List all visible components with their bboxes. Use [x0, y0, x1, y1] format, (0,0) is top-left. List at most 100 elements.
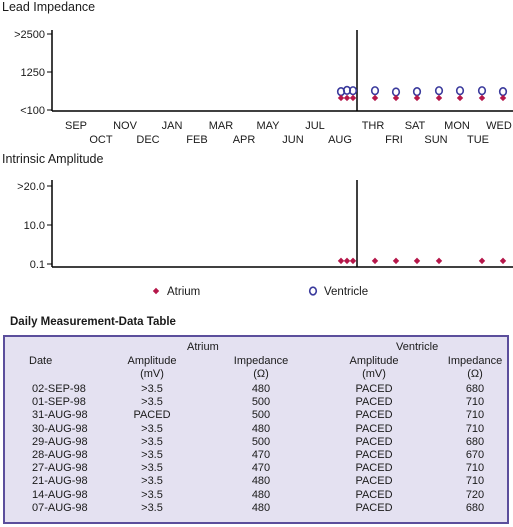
- month-label: SEP: [65, 120, 87, 132]
- atrium-impedance-point: [456, 94, 464, 102]
- table-cell-date: 28-AUG-98: [32, 449, 88, 461]
- table-cell-ventricle-impedance: 710: [465, 462, 485, 475]
- charts-canvas: >2500 1250 <100 SEP NOV JAN MAR MAY JUL OCT DEC FEB…: [14, 29, 513, 298]
- table-cell-ventricle-amplitude: PACED: [355, 488, 393, 501]
- table-cell-atrium-amplitude: >3.5: [141, 396, 163, 409]
- table-cell-atrium-amplitude: PACED: [133, 409, 171, 422]
- amplitude-chart-title: Intrinsic Amplitude: [2, 152, 104, 166]
- table-cell-ventricle-impedance: 720: [465, 488, 485, 501]
- impedance-y-tick-label: 1250: [21, 67, 45, 79]
- table-cell-date: 29-AUG-98: [32, 435, 88, 448]
- table-title: Daily Measurement-Data Table: [10, 316, 176, 328]
- day-label: FRI: [385, 134, 403, 146]
- month-label: MAY: [256, 120, 280, 132]
- table-cell-date: 14-AUG-98: [32, 488, 88, 501]
- table-cell-date: 27-AUG-98: [32, 462, 88, 475]
- month-label: DEC: [136, 134, 159, 146]
- ventricle-impedance-point: [477, 86, 487, 96]
- legend-ventricle-marker: [308, 286, 318, 296]
- table-cell-ventricle-amplitude: PACED: [355, 383, 393, 395]
- table-cell-ventricle-impedance: 710: [465, 396, 485, 409]
- impedance-y-tick-label: >2500: [14, 29, 45, 41]
- table-group-atrium: Atrium: [187, 341, 219, 353]
- table-header-ventricle-impedance-unit: (Ω): [467, 368, 483, 380]
- table-cell-ventricle-impedance: 680: [465, 501, 485, 514]
- table-header-date: Date: [29, 355, 53, 367]
- month-label: JUL: [305, 120, 325, 132]
- atrium-amplitude-point: [349, 257, 357, 265]
- table-cell-atrium-amplitude: >3.5: [141, 435, 163, 448]
- table-header-ventricle-impedance: Impedance: [447, 355, 503, 367]
- table-cell-date: 30-AUG-98: [32, 422, 88, 435]
- table-cell-ventricle-amplitude: PACED: [355, 501, 393, 514]
- month-label: FEB: [186, 134, 207, 146]
- table-cell-ventricle-impedance: 670: [465, 449, 485, 461]
- atrium-impedance-point: [349, 94, 357, 102]
- ventricle-impedance-point: [455, 86, 465, 96]
- table-cell-atrium-amplitude: >3.5: [141, 422, 163, 435]
- atrium-amplitude-point: [343, 257, 351, 265]
- month-label: AUG: [328, 134, 352, 146]
- table-header-atrium-amplitude-unit: (mV): [140, 368, 164, 380]
- day-label: SUN: [424, 134, 447, 146]
- table-cell-ventricle-impedance: 710: [465, 422, 485, 435]
- table-header-atrium-impedance: Impedance: [233, 355, 289, 367]
- atrium-impedance-point: [337, 94, 345, 102]
- table-cell-atrium-impedance: 470: [251, 449, 271, 461]
- table-cell-atrium-impedance: 480: [251, 475, 271, 488]
- ventricle-impedance-point: [434, 86, 444, 96]
- amplitude-y-tick-label: >20.0: [17, 181, 45, 193]
- table-cell-atrium-amplitude: >3.5: [141, 383, 163, 395]
- table-header-atrium-amplitude: Amplitude: [127, 355, 177, 367]
- atrium-impedance-point: [413, 94, 421, 102]
- day-label: WED: [486, 120, 512, 132]
- ventricle-impedance-point: [391, 87, 401, 97]
- month-label: MAR: [209, 120, 234, 132]
- legend-ventricle-label: Ventricle: [324, 286, 368, 298]
- atrium-impedance-point: [392, 94, 400, 102]
- amplitude-y-tick-label: 10.0: [24, 220, 45, 232]
- table-cell-atrium-impedance: 500: [251, 435, 271, 448]
- table-cell-atrium-amplitude: >3.5: [141, 488, 163, 501]
- legend-atrium-label: Atrium: [167, 286, 200, 298]
- atrium-amplitude-point: [499, 257, 507, 265]
- atrium-impedance-point: [371, 94, 379, 102]
- day-label: THR: [362, 120, 385, 132]
- table-cell-ventricle-impedance: 710: [465, 475, 485, 488]
- table-cell-ventricle-amplitude: PACED: [355, 396, 393, 409]
- atrium-impedance-point: [499, 94, 507, 102]
- table-cell-atrium-impedance: 500: [251, 409, 271, 422]
- impedance-y-tick-label: <100: [20, 105, 45, 117]
- ventricle-impedance-point: [370, 86, 380, 96]
- table-cell-atrium-impedance: 480: [251, 383, 271, 395]
- table-cell-date: 21-AUG-98: [32, 475, 88, 488]
- month-label: APR: [233, 134, 256, 146]
- table-cell-atrium-amplitude: >3.5: [141, 501, 163, 514]
- table-cell-ventricle-amplitude: PACED: [355, 409, 393, 422]
- atrium-impedance-point: [343, 94, 351, 102]
- table-cell-atrium-amplitude: >3.5: [141, 462, 163, 475]
- table-cell-atrium-amplitude: >3.5: [141, 449, 163, 461]
- atrium-amplitude-point: [478, 257, 486, 265]
- table-group-ventricle: Ventricle: [396, 341, 439, 353]
- table-header-atrium-impedance-unit: (Ω): [253, 368, 269, 380]
- table-cell-atrium-impedance: 480: [251, 488, 271, 501]
- table-cell-atrium-impedance: 480: [251, 501, 271, 514]
- atrium-impedance-point: [435, 94, 443, 102]
- day-label: SAT: [405, 120, 426, 132]
- ventricle-impedance-point: [348, 86, 358, 96]
- atrium-amplitude-point: [435, 257, 443, 265]
- table-cell-atrium-amplitude: >3.5: [141, 475, 163, 488]
- day-label: TUE: [467, 134, 489, 146]
- table-cell-ventricle-amplitude: PACED: [355, 422, 393, 435]
- table-cell-ventricle-amplitude: PACED: [355, 462, 393, 475]
- table-cell-date: 02-SEP-98: [32, 383, 86, 395]
- table-cell-ventricle-impedance: 680: [465, 435, 485, 448]
- table-cell-ventricle-amplitude: PACED: [355, 435, 393, 448]
- table-header-ventricle-amplitude-unit: (mV): [362, 368, 386, 380]
- month-label: OCT: [89, 134, 113, 146]
- table-cell-ventricle-amplitude: PACED: [355, 475, 393, 488]
- legend-atrium-marker: [152, 287, 160, 295]
- atrium-amplitude-point: [337, 257, 345, 265]
- month-label: JAN: [162, 120, 183, 132]
